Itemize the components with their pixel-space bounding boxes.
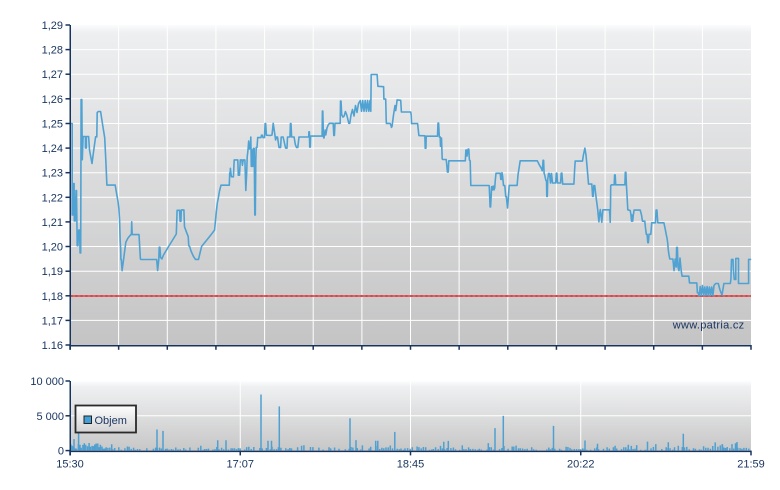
svg-text:21:59: 21:59 — [737, 459, 765, 471]
svg-text:1,27: 1,27 — [42, 69, 63, 81]
svg-text:1,28: 1,28 — [42, 45, 63, 57]
svg-text:18:45: 18:45 — [397, 459, 425, 471]
svg-text:1,26: 1,26 — [42, 94, 63, 106]
svg-text:1,24: 1,24 — [42, 143, 63, 155]
svg-text:1,17: 1,17 — [42, 315, 63, 327]
svg-text:Objem: Objem — [95, 415, 127, 427]
svg-text:1,19: 1,19 — [42, 266, 63, 278]
svg-text:15:30: 15:30 — [56, 459, 84, 471]
svg-text:1,20: 1,20 — [42, 242, 63, 254]
svg-text:1,23: 1,23 — [42, 168, 63, 180]
svg-text:0: 0 — [58, 446, 64, 458]
svg-text:1,25: 1,25 — [42, 119, 63, 131]
svg-text:1,29: 1,29 — [42, 20, 63, 32]
svg-text:1,18: 1,18 — [42, 291, 63, 303]
svg-text:5 000: 5 000 — [36, 411, 64, 423]
svg-text:www.patria.cz: www.patria.cz — [672, 320, 745, 332]
svg-text:10 000: 10 000 — [30, 376, 64, 388]
svg-text:20:22: 20:22 — [567, 459, 595, 471]
svg-text:1.16: 1.16 — [42, 340, 63, 352]
svg-text:1,21: 1,21 — [42, 217, 63, 229]
svg-text:1,22: 1,22 — [42, 192, 63, 204]
svg-text:17:07: 17:07 — [226, 459, 254, 471]
